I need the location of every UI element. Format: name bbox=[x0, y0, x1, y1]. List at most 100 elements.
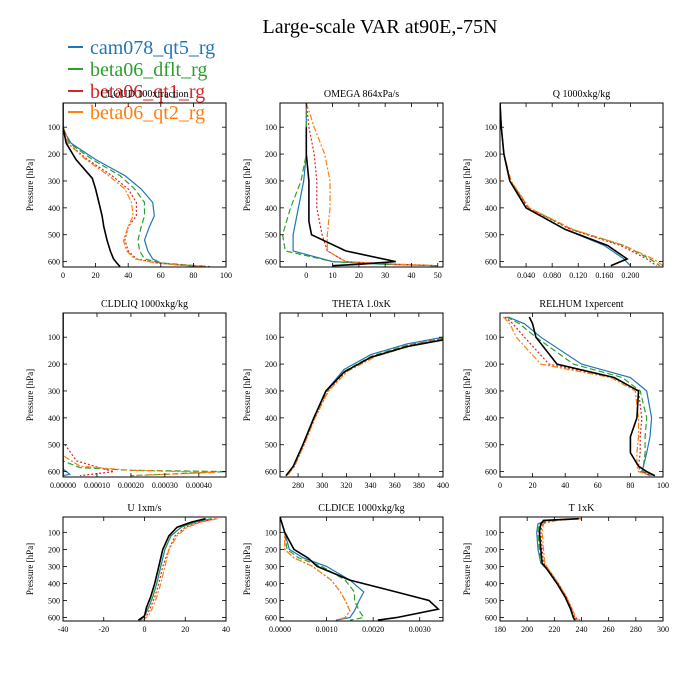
y-tick-label: 400 bbox=[265, 204, 277, 213]
panel-6: U 1xm/s 100 200 300 400 500 600 -40 -20 0 20 40 Pres… bbox=[25, 503, 230, 634]
y-tick-label: 100 bbox=[265, 528, 277, 537]
series-line-beta06_dflt_rg bbox=[506, 316, 656, 477]
y-tick-label: 600 bbox=[48, 258, 60, 267]
x-tick-label: 50 bbox=[434, 271, 442, 280]
y-tick-label: 300 bbox=[48, 562, 60, 571]
y-tick-label: 100 bbox=[265, 123, 277, 132]
x-tick-label: 0.160 bbox=[595, 271, 613, 280]
legend-label-0: cam078_qt5_rg bbox=[90, 37, 215, 59]
x-tick-label: 200 bbox=[521, 625, 533, 634]
panel-8: T 1xK 100 200 300 400 500 600 180 200 220 240 260 28… bbox=[462, 503, 669, 634]
y-tick-label: 600 bbox=[485, 258, 497, 267]
y-axis-label: Pressure [hPa] bbox=[25, 159, 35, 211]
y-tick-label: 100 bbox=[485, 123, 497, 132]
x-tick-label: 260 bbox=[603, 625, 615, 634]
y-tick-label: 200 bbox=[48, 545, 60, 554]
panel-3: CLDLIQ 1000xkg/kg 100 200 300 400 500 600 0.000… bbox=[25, 299, 227, 490]
series-line-obs bbox=[538, 517, 579, 621]
y-tick-label: 500 bbox=[265, 597, 277, 606]
y-tick-label: 300 bbox=[48, 177, 60, 186]
panel-1: OMEGA 864xPa/s 100 200 300 400 500 600 0 10 20 30 4… bbox=[242, 89, 444, 280]
x-tick-label: 0 bbox=[61, 271, 65, 280]
y-tick-label: 100 bbox=[485, 333, 497, 342]
x-tick-label: 0.00010 bbox=[84, 481, 110, 490]
x-tick-label: 80 bbox=[626, 481, 634, 490]
x-tick-label: 10 bbox=[329, 271, 337, 280]
x-tick-label: 40 bbox=[222, 625, 230, 634]
series-line-beta06_dflt_rg bbox=[63, 103, 210, 267]
y-axis-label: Pressure [hPa] bbox=[25, 543, 35, 595]
series-line-obs bbox=[63, 103, 121, 267]
series-line-beta06_qt2_rg bbox=[142, 518, 218, 621]
y-tick-label: 100 bbox=[485, 528, 497, 537]
x-tick-label: 300 bbox=[657, 625, 669, 634]
y-tick-label: 200 bbox=[265, 360, 277, 369]
x-tick-label: 40 bbox=[124, 271, 132, 280]
series-group bbox=[63, 103, 210, 267]
series-line-beta06_dflt_rg bbox=[138, 518, 212, 621]
plot-frame bbox=[279, 312, 444, 478]
panel-title: RELHUM 1xpercent bbox=[539, 299, 623, 310]
series-line-obs bbox=[280, 517, 440, 621]
y-axis-label: Pressure [hPa] bbox=[25, 369, 35, 421]
panel-title: Q 1000xkg/kg bbox=[553, 89, 611, 100]
x-tick-label: 100 bbox=[657, 481, 669, 490]
y-tick-label: 300 bbox=[265, 387, 277, 396]
x-tick-label: 400 bbox=[437, 481, 449, 490]
x-tick-label: 60 bbox=[594, 481, 602, 490]
panel-title: CLDLIQ 1000xkg/kg bbox=[101, 299, 188, 310]
y-tick-label: 100 bbox=[48, 528, 60, 537]
y-tick-label: 500 bbox=[265, 441, 277, 450]
plot-frame bbox=[62, 102, 227, 268]
x-tick-label: -20 bbox=[98, 625, 109, 634]
y-tick-label: 400 bbox=[485, 204, 497, 213]
y-tick-label: 600 bbox=[265, 468, 277, 477]
x-tick-label: 100 bbox=[220, 271, 232, 280]
x-tick-label: 180 bbox=[494, 625, 506, 634]
y-tick-label: 200 bbox=[485, 545, 497, 554]
x-tick-label: 0.00000 bbox=[50, 481, 76, 490]
series-line-obs bbox=[500, 103, 629, 267]
x-tick-label: 0.0010 bbox=[316, 625, 338, 634]
x-tick-label: 0.00020 bbox=[118, 481, 144, 490]
x-tick-label: 0.0000 bbox=[269, 625, 291, 634]
x-tick-label: 0 bbox=[143, 625, 147, 634]
y-tick-label: 500 bbox=[48, 231, 60, 240]
series-line-beta06_qt2_rg bbox=[305, 103, 438, 267]
series-line-beta06_qt1_rg bbox=[63, 313, 115, 477]
x-tick-label: 20 bbox=[92, 271, 100, 280]
series-group bbox=[536, 517, 582, 621]
panel-title: OMEGA 864xPa/s bbox=[324, 89, 399, 100]
figure-title: Large-scale VAR at90E,-75N bbox=[263, 16, 498, 38]
x-tick-label: 20 bbox=[181, 625, 189, 634]
y-tick-label: 600 bbox=[485, 468, 497, 477]
x-tick-label: 0.00040 bbox=[186, 481, 212, 490]
y-axis-label: Pressure [hPa] bbox=[242, 543, 252, 595]
plot-frame bbox=[62, 312, 227, 478]
x-tick-label: 0.0030 bbox=[409, 625, 431, 634]
y-tick-label: 400 bbox=[485, 414, 497, 423]
y-tick-label: 300 bbox=[265, 562, 277, 571]
x-tick-label: 0.080 bbox=[543, 271, 561, 280]
y-tick-label: 200 bbox=[48, 360, 60, 369]
y-tick-label: 200 bbox=[265, 150, 277, 159]
y-tick-label: 200 bbox=[485, 150, 497, 159]
x-tick-label: 0.00030 bbox=[152, 481, 178, 490]
x-tick-label: 0 bbox=[304, 271, 308, 280]
x-tick-label: -40 bbox=[58, 625, 69, 634]
series-group bbox=[281, 103, 438, 267]
series-line-beta06_qt1_rg bbox=[63, 103, 207, 267]
y-tick-label: 300 bbox=[48, 387, 60, 396]
x-tick-label: 0.120 bbox=[569, 271, 587, 280]
x-tick-label: 30 bbox=[381, 271, 389, 280]
series-line-beta06_qt2_rg bbox=[63, 313, 216, 477]
y-tick-label: 600 bbox=[265, 258, 277, 267]
panel-title: U 1xm/s bbox=[127, 503, 161, 514]
x-tick-label: 340 bbox=[365, 481, 377, 490]
series-line-obs bbox=[305, 127, 396, 267]
x-tick-label: 20 bbox=[529, 481, 537, 490]
y-tick-label: 300 bbox=[265, 177, 277, 186]
panel-4: THETA 1.0xK 100 200 300 400 500 600 280 300 320 34… bbox=[242, 299, 449, 490]
